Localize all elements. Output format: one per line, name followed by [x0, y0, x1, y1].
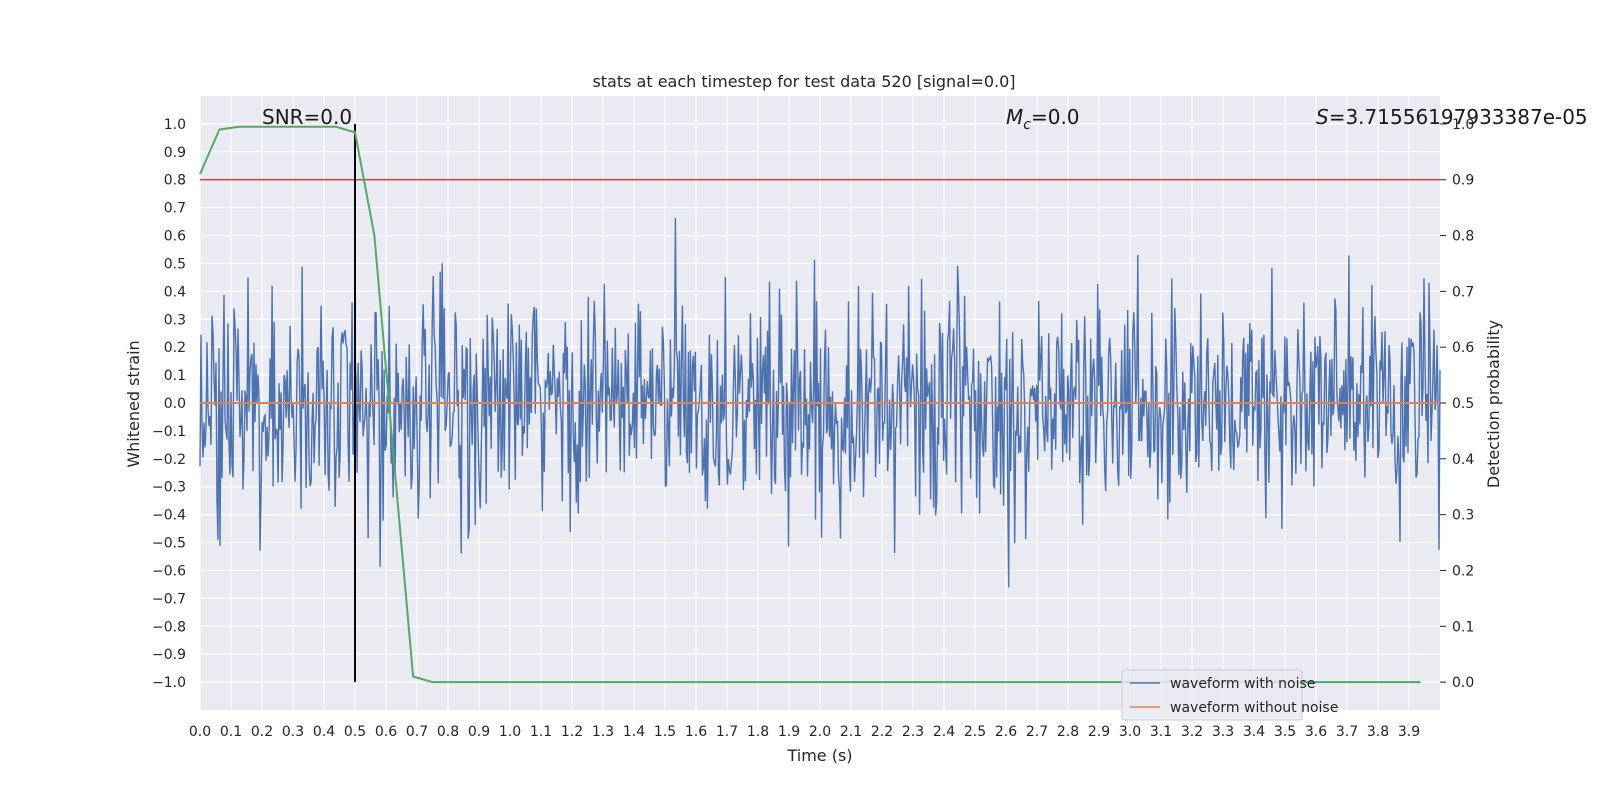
x-tick-label: 1.1	[530, 724, 552, 740]
detection-probability-line	[199, 125, 1421, 684]
x-tick-label: 0.9	[468, 724, 490, 740]
x-tick-label: 0.1	[220, 724, 242, 740]
x-tick-label: 1.5	[654, 724, 676, 740]
x-tick-label: 1.2	[561, 724, 583, 740]
x-tick-label: 2.8	[1057, 724, 1079, 740]
y-right-tick-label: 0.4	[1452, 452, 1474, 468]
y-tick-label: 0.2	[164, 340, 186, 356]
y-tick-label: −0.3	[152, 480, 186, 496]
x-tick-label: 2.2	[871, 724, 893, 740]
y-right-tick-label: 0.5	[1452, 396, 1474, 412]
x-tick-label: 3.7	[1336, 724, 1358, 740]
y-tick-label: 0.9	[164, 145, 186, 161]
y-right-tick-label: 0.2	[1452, 563, 1474, 579]
y-tick-label: −1.0	[152, 675, 186, 691]
y-tick-label: 0.0	[164, 396, 186, 412]
y-right-tick-label: 1.0	[1452, 117, 1474, 133]
y-tick-label: −0.5	[152, 536, 186, 552]
y-tick-label: −0.7	[152, 591, 186, 607]
legend-label-clean: waveform without noise	[1170, 700, 1338, 716]
x-tick-label: 0.8	[437, 724, 459, 740]
y-tick-label: 0.3	[164, 312, 186, 328]
s-annotation: S=3.7155619793338​7e-05	[1316, 105, 1588, 129]
x-tick-label: 3.4	[1243, 724, 1265, 740]
x-axis-label: Time (s)	[786, 746, 852, 765]
chirp-mass-subscript: c	[1023, 117, 1031, 133]
y-tick-label: −0.6	[152, 563, 186, 579]
s-value: =3.7155619793338​7e-05	[1329, 105, 1588, 129]
x-tick-label: 1.3	[592, 724, 614, 740]
x-tick-label: 3.9	[1398, 724, 1420, 740]
chart-title: stats at each timestep for test data 520…	[592, 72, 1015, 91]
x-tick-label: 1.0	[499, 724, 521, 740]
x-tick-label: 2.4	[933, 724, 955, 740]
x-tick-label: 3.6	[1305, 724, 1327, 740]
y-tick-label: −0.2	[152, 452, 186, 468]
legend-box	[1121, 669, 1303, 721]
x-axis-ticks: 0.0 0.1 0.2 0.3 0.4 0.5 0.6 0.7 0.8 0.9 1.0 1.1 1.2 1…	[189, 724, 1420, 740]
x-tick-label: 0.0	[189, 724, 211, 740]
x-tick-label: 2.3	[902, 724, 924, 740]
x-tick-label: 3.1	[1150, 724, 1172, 740]
x-tick-label: 2.6	[995, 724, 1017, 740]
y-tick-label: −0.4	[152, 508, 186, 524]
y-right-tick-label: 0.0	[1452, 675, 1474, 691]
x-tick-label: 2.1	[840, 724, 862, 740]
x-tick-label: 3.0	[1119, 724, 1141, 740]
y-right-axis-ticks: 1.0 0.9 0.8 0.7 0.6 0.5 0.4 0.3 0.2 0.1 0.0	[1440, 117, 1474, 691]
x-tick-label: 0.6	[375, 724, 397, 740]
legend-label-noise: waveform with noise	[1170, 676, 1315, 692]
x-tick-label: 0.2	[251, 724, 273, 740]
x-tick-label: 1.7	[716, 724, 738, 740]
x-tick-label: 2.7	[1026, 724, 1048, 740]
y-tick-label: −0.9	[152, 647, 186, 663]
chirp-mass-annotation: Mc=0.0	[1006, 105, 1080, 133]
y-tick-label: 0.8	[164, 173, 186, 189]
y-tick-label: −0.1	[152, 424, 186, 440]
x-tick-label: 3.2	[1181, 724, 1203, 740]
x-tick-label: 2.0	[809, 724, 831, 740]
x-tick-label: 1.6	[685, 724, 707, 740]
x-tick-label: 2.5	[964, 724, 986, 740]
y-tick-label: −0.8	[152, 619, 186, 635]
y-right-tick-label: 0.3	[1452, 508, 1474, 524]
x-tick-label: 3.3	[1212, 724, 1234, 740]
x-tick-label: 1.4	[623, 724, 645, 740]
y-tick-label: 0.4	[164, 284, 186, 300]
x-tick-label: 0.4	[313, 724, 335, 740]
y-right-axis-label: Detection probability	[1484, 320, 1503, 488]
waveform-with-noise-line	[199, 217, 1441, 588]
y-right-tick-label: 0.8	[1452, 229, 1474, 245]
y-right-tick-label: 0.7	[1452, 284, 1474, 300]
y-tick-label: 0.6	[164, 229, 186, 245]
s-symbol: S	[1316, 105, 1329, 129]
y-right-tick-label: 0.6	[1452, 340, 1474, 356]
y-right-tick-label: 0.9	[1452, 173, 1474, 189]
y-tick-label: 0.5	[164, 256, 186, 272]
y-tick-label: 0.1	[164, 368, 186, 384]
series-lines	[199, 123, 1440, 684]
waveform-with-noise-series	[199, 217, 1441, 588]
legend: waveform with noise waveform without noi…	[1121, 669, 1338, 721]
x-tick-label: 0.3	[282, 724, 304, 740]
x-tick-label: 0.5	[344, 724, 366, 740]
x-tick-label: 3.5	[1274, 724, 1296, 740]
y-axis-ticks: 1.0 0.9 0.8 0.7 0.6 0.5 0.4 0.3 0.2 0.1 0.0 −0.1 −0.…	[152, 117, 186, 691]
y-axis-label: Whitened strain	[124, 340, 143, 467]
x-tick-label: 1.9	[778, 724, 800, 740]
y-tick-label: 1.0	[164, 117, 186, 133]
x-tick-label: 3.8	[1367, 724, 1389, 740]
chirp-mass-value: =0.0	[1031, 105, 1080, 129]
snr-annotation: SNR=0.0	[262, 105, 352, 129]
x-tick-label: 0.7	[406, 724, 428, 740]
x-tick-label: 1.8	[747, 724, 769, 740]
x-tick-label: 2.9	[1088, 724, 1110, 740]
chirp-mass-symbol: M	[1006, 105, 1023, 129]
y-tick-label: 0.7	[164, 201, 186, 217]
y-right-tick-label: 0.1	[1452, 619, 1474, 635]
